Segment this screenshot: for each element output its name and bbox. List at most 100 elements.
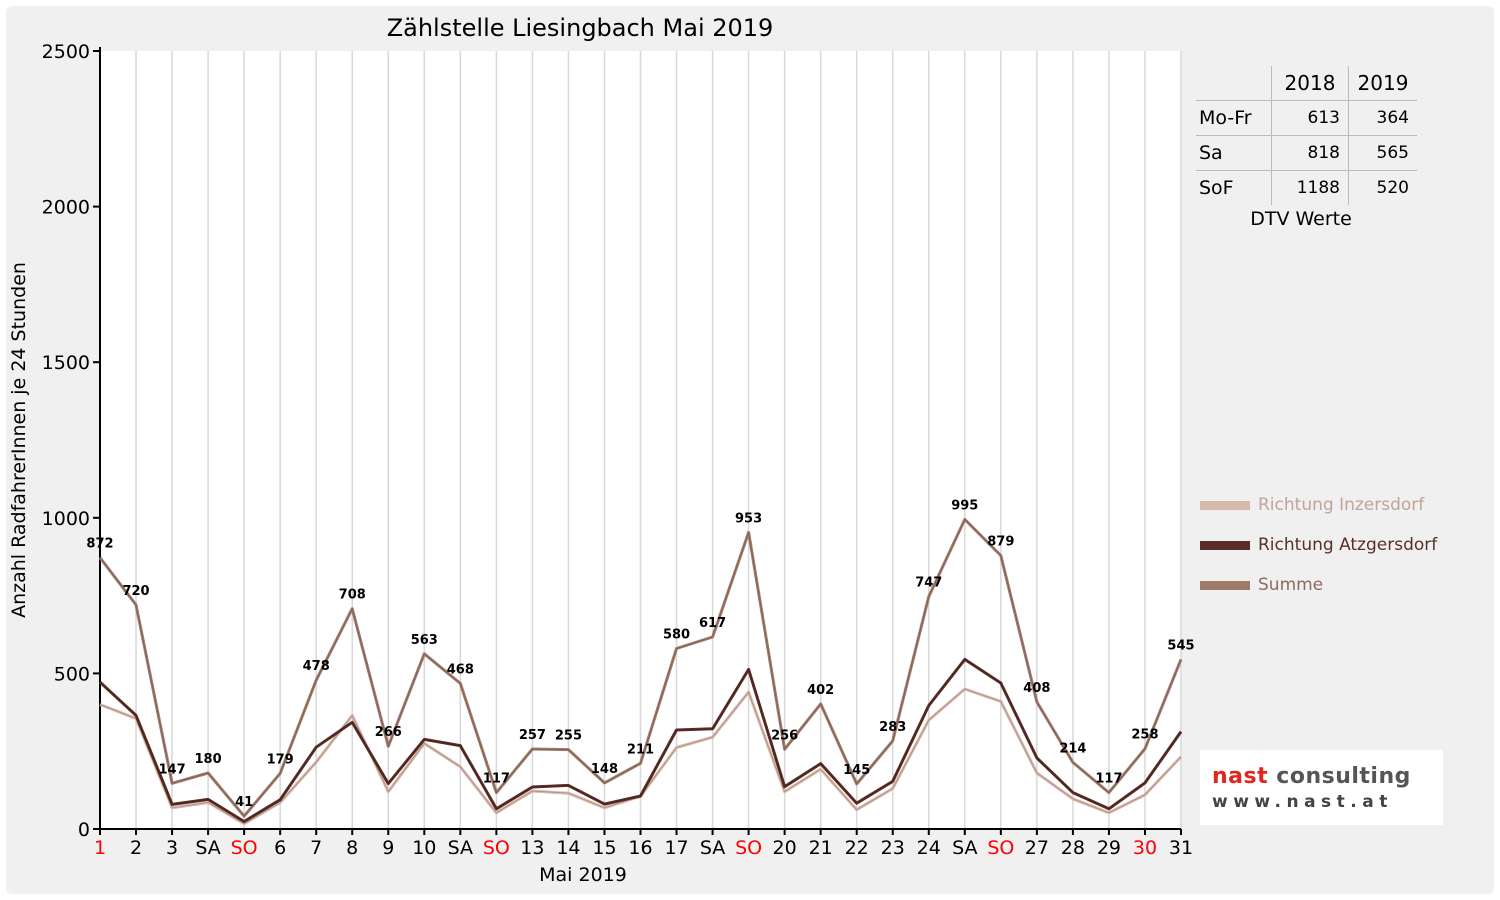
dtv-value-2018: 1188: [1271, 170, 1349, 205]
data-label: 478: [303, 659, 330, 674]
x-tick-label: 21: [809, 837, 833, 859]
logo-name: nast consulting: [1212, 764, 1411, 789]
legend-label-summe: Summe: [1258, 575, 1324, 595]
x-tick-label: 6: [274, 837, 286, 859]
legend-swatch-atzgersdorf: [1200, 540, 1250, 550]
x-tick-label: SA: [448, 837, 473, 859]
data-label: 266: [375, 725, 402, 740]
data-label: 708: [339, 588, 366, 603]
dtv-row-label: SoF: [1199, 177, 1234, 199]
data-label: 147: [158, 762, 185, 777]
data-label: 747: [915, 576, 942, 591]
legend-item-atzgersdorf: Richtung Atzgersdorf: [1200, 534, 1437, 556]
data-label: 408: [1023, 681, 1050, 696]
x-tick-label: SA: [195, 837, 220, 859]
x-tick-label: 10: [412, 837, 436, 859]
x-tick-label: 31: [1169, 837, 1193, 859]
x-tick-label: 30: [1133, 837, 1157, 859]
logo-name-part2: consulting: [1268, 764, 1411, 789]
dtv-value-2019: 565: [1348, 135, 1417, 171]
x-tick-label: SO: [735, 837, 762, 859]
x-tick-label: 8: [346, 837, 358, 859]
x-tick-label: 9: [382, 837, 394, 859]
dtv-header-empty: [1196, 66, 1272, 101]
data-label: 117: [483, 772, 510, 787]
y-tick-label: 0: [78, 819, 90, 841]
chart-title: Zählstelle Liesingbach Mai 2019: [386, 14, 774, 42]
legend-swatch-summe: [1200, 580, 1250, 590]
y-tick-label: 1000: [42, 508, 90, 530]
dtv-row-mofr: Mo-Fr 613 364: [1196, 100, 1417, 136]
x-tick-label: 22: [845, 837, 869, 859]
y-axis-title: Anzahl RadfahrerInnen je 24 Stunden: [8, 262, 30, 618]
x-tick-label: 15: [592, 837, 616, 859]
x-tick-label: 23: [881, 837, 905, 859]
data-label: 211: [627, 742, 654, 757]
dtv-value-2019: 520: [1348, 170, 1417, 205]
x-axis-title: Mai 2019: [539, 864, 627, 886]
data-label: 258: [1131, 728, 1158, 743]
x-tick-label: SO: [483, 837, 510, 859]
x-tick-label: SA: [700, 837, 725, 859]
data-label: 617: [699, 616, 726, 631]
dtv-table: 2018 2019 Mo-Fr 613 364 Sa 818 565 SoF 1…: [1196, 66, 1417, 205]
data-label: 214: [1059, 741, 1086, 756]
data-label: 148: [591, 762, 618, 777]
data-label: 179: [267, 752, 294, 767]
legend-label-inzersdorf: Richtung Inzersdorf: [1258, 495, 1425, 515]
data-label: 720: [122, 584, 149, 599]
data-label: 879: [987, 534, 1014, 549]
x-tick-label: SO: [231, 837, 258, 859]
x-tick-label: 24: [917, 837, 941, 859]
legend-swatch-inzersdorf: [1200, 500, 1250, 510]
x-tick-label: 16: [628, 837, 652, 859]
x-tick-label: 7: [310, 837, 322, 859]
data-label: 256: [771, 728, 798, 743]
dtv-header-row: 2018 2019: [1196, 66, 1417, 101]
data-label: 257: [519, 728, 546, 743]
nast-consulting-logo: nast consulting www.nast.at: [1200, 750, 1443, 825]
x-tick-label: 2: [130, 837, 142, 859]
x-tick-label: 1: [94, 837, 106, 859]
data-label: 995: [951, 498, 978, 513]
legend-item-summe: Summe: [1200, 574, 1323, 596]
dtv-value-2018: 818: [1271, 135, 1349, 171]
logo-url: www.nast.at: [1212, 792, 1393, 812]
dtv-row-sof: SoF 1188 520: [1196, 170, 1417, 205]
x-tick-label: SA: [952, 837, 977, 859]
dtv-header-2019: 2019: [1348, 66, 1417, 101]
data-label: 953: [735, 511, 762, 526]
x-tick-label: 17: [664, 837, 688, 859]
data-label: 180: [195, 752, 222, 767]
dtv-row-label: Sa: [1196, 135, 1272, 171]
x-tick-label: 14: [556, 837, 580, 859]
data-label: 41: [235, 795, 253, 810]
data-label: 872: [86, 537, 113, 552]
x-tick-label: 3: [166, 837, 178, 859]
legend-label-atzgersdorf: Richtung Atzgersdorf: [1258, 535, 1438, 555]
x-tick-label: 29: [1097, 837, 1121, 859]
data-label: 145: [843, 763, 870, 778]
x-tick-label: 27: [1025, 837, 1049, 859]
data-label: 117: [1095, 772, 1122, 787]
dtv-value-2019: 364: [1348, 100, 1417, 136]
x-tick-label: 13: [520, 837, 544, 859]
y-tick-label: 2000: [42, 197, 90, 219]
y-tick-label: 500: [54, 663, 90, 685]
x-tick-label: SO: [987, 837, 1014, 859]
data-label: 283: [879, 720, 906, 735]
dtv-header-2018: 2018: [1271, 66, 1349, 101]
data-label: 468: [447, 662, 474, 677]
dtv-caption: DTV Werte: [1250, 208, 1352, 230]
data-label: 563: [411, 633, 438, 648]
dtv-row-sa: Sa 818 565: [1196, 135, 1417, 171]
x-tick-label: 28: [1061, 837, 1085, 859]
data-label: 255: [555, 729, 582, 744]
x-tick-label: 20: [773, 837, 797, 859]
legend-item-inzersdorf: Richtung Inzersdorf: [1200, 494, 1424, 516]
data-label: 545: [1167, 638, 1194, 653]
y-tick-label: 2500: [42, 41, 90, 63]
dtv-value-2018: 613: [1271, 100, 1349, 136]
logo-name-part1: nast: [1212, 764, 1269, 789]
